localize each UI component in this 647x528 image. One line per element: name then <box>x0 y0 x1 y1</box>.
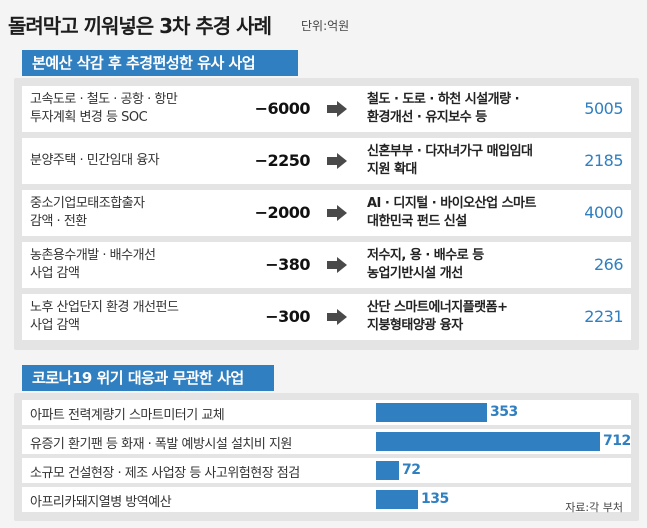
cut-amount: −380 <box>265 255 310 274</box>
budget-cut-panel: 고속도로 · 철도 · 공항 · 항만 투자계획 변경 등 SOC −6000 철… <box>14 78 639 350</box>
table-row: 고속도로 · 철도 · 공항 · 항만 투자계획 변경 등 SOC −6000 철… <box>22 86 631 132</box>
bar-value: 353 <box>490 404 518 420</box>
bar-label: 아프리카돼지열병 방역예산 <box>30 495 172 510</box>
cut-item: 노후 산업단지 환경 개선펀드 사업 감액 <box>30 300 179 333</box>
unit-label: 단위:억원 <box>301 19 350 33</box>
cut-item: 중소기업모태조합출자 감액 · 전환 <box>30 196 145 229</box>
bar <box>376 461 399 480</box>
bar-value: 72 <box>402 462 421 478</box>
cut-amount: −2000 <box>254 203 311 222</box>
bar <box>376 490 418 509</box>
new-item: 산단 스마트에너지플랫폼+ 지붕형태양광 융자 <box>367 300 508 333</box>
new-item: 철도 · 도로 · 하천 시설개량 · 환경개선 · 유지보수 등 <box>367 92 520 125</box>
bar <box>376 432 600 451</box>
bar <box>376 403 487 422</box>
new-item: 신혼부부 · 다자녀가구 매입임대 지원 확대 <box>367 144 533 177</box>
table-row: 중소기업모태조합출자 감액 · 전환 −2000 AI · 디지털 · 바이오산업… <box>22 190 631 236</box>
arrow-right-icon <box>327 205 347 221</box>
new-item: AI · 디지털 · 바이오산업 스마트 대한민국 펀드 신설 <box>367 196 536 229</box>
bar-row: 아프리카돼지열병 방역예산 135 <box>22 487 631 512</box>
arrow-right-icon <box>327 309 347 325</box>
cut-item: 농촌용수개발 · 배수개선 사업 감액 <box>30 248 156 281</box>
page-title: 돌려막고 끼워넣은 3차 추경 사례 <box>8 14 272 38</box>
cut-item: 고속도로 · 철도 · 공항 · 항만 투자계획 변경 등 SOC <box>30 92 178 125</box>
new-amount: 4000 <box>584 203 623 222</box>
cut-item: 분양주택 · 민간임대 융자 <box>30 153 160 168</box>
bar-value: 712 <box>603 433 631 449</box>
arrow-right-icon <box>327 101 347 117</box>
new-amount: 5005 <box>584 99 623 118</box>
source-note: 자료:각 부처 <box>565 501 623 514</box>
bar-row: 아파트 전력계량기 스마트미터기 교체 353 <box>22 400 631 425</box>
new-amount: 2231 <box>584 307 623 326</box>
table-row: 농촌용수개발 · 배수개선 사업 감액 −380 저수지, 용 · 배수로 등 농업… <box>22 242 631 288</box>
section-label-budget-cut: 본예산 삭감 후 추경편성한 유사 사업 <box>22 50 298 76</box>
bar-label: 소규모 건설현장 · 제조 사업장 등 사고위험현장 점검 <box>30 466 300 481</box>
new-item: 저수지, 용 · 배수로 등 농업기반시설 개선 <box>367 248 484 281</box>
new-amount: 2185 <box>584 151 623 170</box>
bar-label: 유증기 환기팬 등 화재 · 폭발 예방시설 설치비 지원 <box>30 437 292 452</box>
cut-amount: −300 <box>265 307 310 326</box>
table-row: 분양주택 · 민간임대 융자 −2250 신혼부부 · 다자녀가구 매입임대 지원… <box>22 138 631 184</box>
bar-value: 135 <box>421 491 449 507</box>
bar-label: 아파트 전력계량기 스마트미터기 교체 <box>30 408 225 423</box>
arrow-right-icon <box>327 257 347 273</box>
table-row: 노후 산업단지 환경 개선펀드 사업 감액 −300 산단 스마트에너지플랫폼+ 지… <box>22 294 631 340</box>
header: 돌려막고 끼워넣은 3차 추경 사례 단위:억원 <box>8 8 638 38</box>
arrow-right-icon <box>327 153 347 169</box>
section-label-unrelated: 코로나19 위기 대응과 무관한 사업 <box>22 365 274 391</box>
cut-amount: −2250 <box>254 151 311 170</box>
new-amount: 266 <box>593 255 624 274</box>
bar-row: 유증기 환기팬 등 화재 · 폭발 예방시설 설치비 지원 712 <box>22 429 631 454</box>
cut-amount: −6000 <box>254 99 311 118</box>
unrelated-projects-panel: 아파트 전력계량기 스마트미터기 교체 353 유증기 환기팬 등 화재 · 폭… <box>14 393 639 521</box>
bar-row: 소규모 건설현장 · 제조 사업장 등 사고위험현장 점검 72 <box>22 458 631 483</box>
